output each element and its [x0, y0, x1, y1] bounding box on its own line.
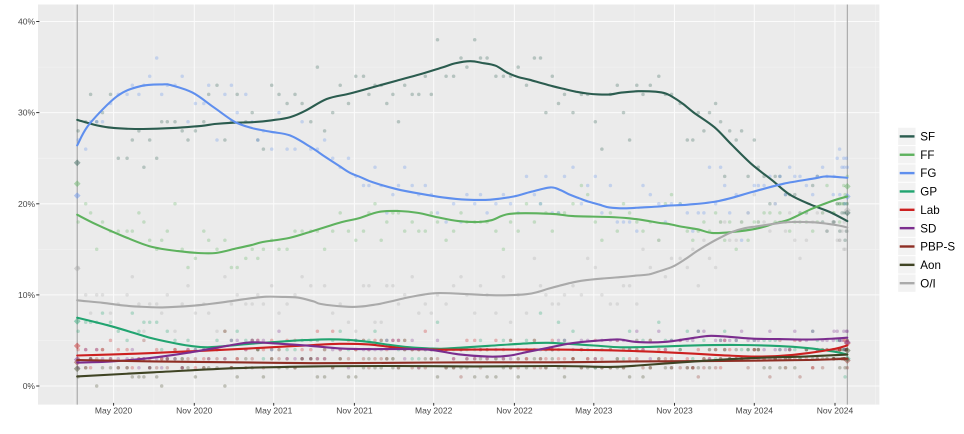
- svg-text:SD: SD: [920, 222, 936, 235]
- svg-text:May 2024: May 2024: [736, 406, 774, 416]
- svg-text:FF: FF: [920, 149, 934, 162]
- svg-text:Nov 2024: Nov 2024: [817, 406, 854, 416]
- svg-text:20%: 20%: [18, 199, 35, 209]
- svg-text:May 2022: May 2022: [415, 406, 453, 416]
- svg-text:PBP-S: PBP-S: [920, 241, 955, 254]
- svg-text:Nov 2020: Nov 2020: [176, 406, 213, 416]
- svg-text:May 2021: May 2021: [255, 406, 293, 416]
- svg-text:GP: GP: [920, 186, 937, 199]
- svg-text:30%: 30%: [18, 108, 35, 118]
- svg-text:0%: 0%: [23, 381, 36, 391]
- svg-text:Nov 2021: Nov 2021: [336, 406, 373, 416]
- svg-text:Nov 2022: Nov 2022: [496, 406, 533, 416]
- svg-text:Lab: Lab: [920, 204, 939, 217]
- svg-text:FG: FG: [920, 167, 936, 180]
- svg-text:10%: 10%: [18, 290, 35, 300]
- svg-text:Nov 2023: Nov 2023: [656, 406, 693, 416]
- svg-text:Aon: Aon: [920, 259, 941, 272]
- svg-text:May 2023: May 2023: [575, 406, 613, 416]
- svg-text:SF: SF: [920, 131, 935, 144]
- svg-text:O/I: O/I: [920, 277, 935, 290]
- svg-text:May 2020: May 2020: [95, 406, 133, 416]
- svg-text:40%: 40%: [18, 17, 35, 27]
